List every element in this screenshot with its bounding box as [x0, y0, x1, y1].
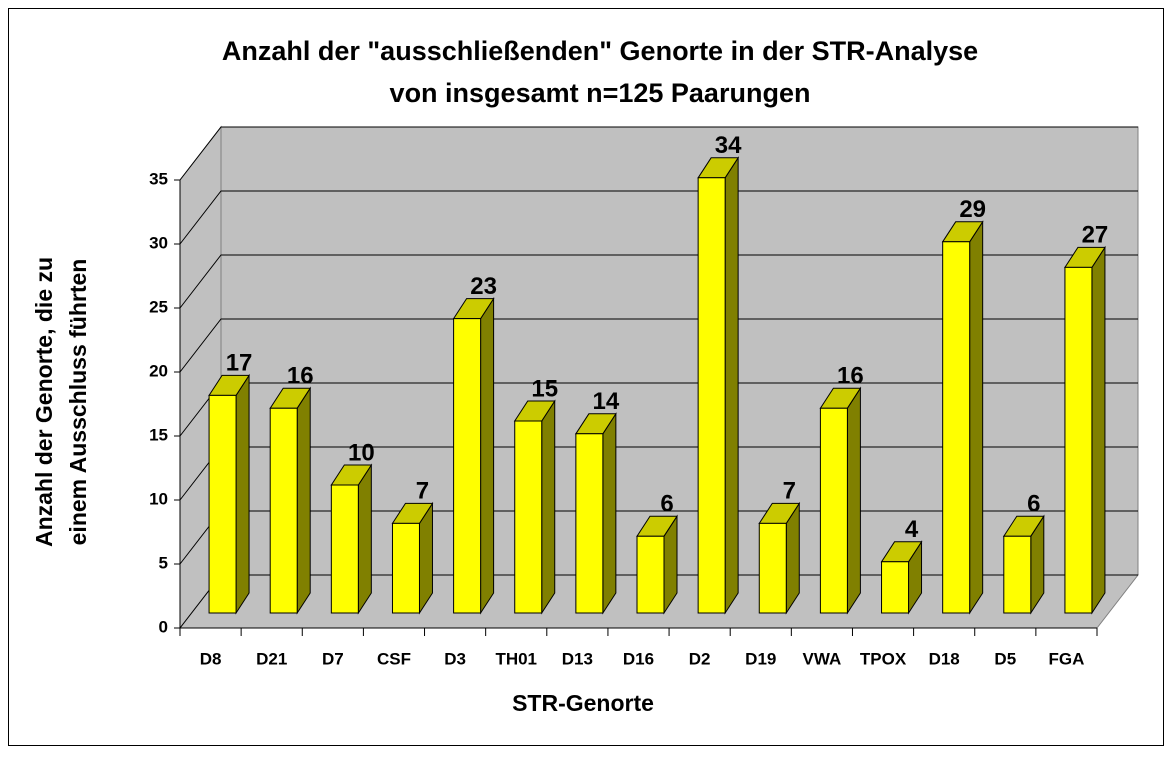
- bar-front: [819, 407, 848, 614]
- y-tick-label: 0: [159, 617, 168, 636]
- bar-side: [480, 296, 495, 615]
- bar-side: [602, 412, 617, 615]
- y-tick-label: 5: [159, 553, 168, 572]
- value-label: 29: [959, 196, 986, 223]
- value-label: 7: [783, 478, 796, 505]
- bar: [941, 220, 984, 615]
- y-tick-label: 35: [149, 169, 168, 188]
- bar-front: [881, 561, 910, 614]
- x-tick-label: D8: [200, 649, 222, 668]
- x-tick-label: VWA: [803, 649, 842, 668]
- grid-line: [179, 254, 1138, 309]
- bar-side: [541, 399, 556, 615]
- x-tick-label: D3: [444, 649, 466, 668]
- bar: [1002, 514, 1045, 615]
- bar: [452, 296, 495, 615]
- bar-side: [1091, 245, 1106, 615]
- value-label: 4: [905, 516, 919, 543]
- value-label: 17: [226, 350, 253, 377]
- x-axis-title: STR-Genorte: [512, 690, 654, 716]
- value-label: 27: [1082, 222, 1109, 249]
- bar-front: [208, 394, 237, 614]
- value-label: 34: [715, 132, 742, 159]
- bar-front: [942, 241, 971, 614]
- bar-front: [575, 433, 604, 614]
- bar-side: [235, 373, 250, 615]
- x-tick-label: D5: [994, 649, 1016, 668]
- bar: [330, 463, 373, 615]
- grid-line: [179, 190, 1138, 245]
- bar-side: [846, 386, 861, 615]
- bar-front: [514, 420, 543, 614]
- bar-front: [391, 522, 420, 614]
- bar-front: [269, 407, 298, 614]
- value-label: 6: [660, 491, 673, 518]
- x-tick-label: D18: [929, 649, 960, 668]
- grid-line: [179, 126, 1138, 181]
- bar: [697, 156, 740, 615]
- y-tick-label: 20: [149, 361, 168, 380]
- bar: [636, 514, 678, 615]
- value-label: 6: [1027, 491, 1040, 518]
- x-tick-label: D19: [745, 649, 776, 668]
- bar: [758, 501, 801, 615]
- bar-front: [330, 484, 359, 614]
- bar-side: [296, 386, 311, 615]
- value-label: 16: [837, 363, 864, 390]
- y-tick-label: 25: [149, 297, 168, 316]
- x-tick-label: D21: [256, 649, 287, 668]
- bar-front: [1064, 266, 1093, 614]
- bar-front: [636, 535, 665, 614]
- grid-line: [179, 318, 1138, 373]
- value-label: 23: [470, 273, 497, 300]
- bar: [1064, 245, 1106, 615]
- bar: [819, 386, 862, 615]
- bar: [391, 501, 434, 615]
- bar-side: [969, 220, 984, 615]
- y-tick-label: 30: [149, 233, 168, 252]
- x-tick-label: TPOX: [860, 649, 907, 668]
- value-label: 14: [593, 388, 620, 415]
- x-tick-label: CSF: [377, 649, 411, 668]
- y-axis-title: einem Ausschluss führten: [65, 259, 91, 546]
- x-tick-label: D2: [689, 649, 711, 668]
- x-tick-label: D7: [322, 649, 344, 668]
- y-axis-title: Anzahl der Genorte, die zu: [31, 257, 57, 547]
- x-tick-label: D13: [562, 649, 593, 668]
- y-tick-label: 15: [149, 425, 168, 444]
- bar: [208, 373, 250, 615]
- bar: [574, 412, 617, 615]
- bar: [513, 399, 556, 615]
- y-tick-label: 10: [149, 489, 168, 508]
- bar: [880, 540, 923, 615]
- bar-front: [453, 318, 482, 614]
- value-label: 10: [348, 439, 375, 466]
- bar-side: [724, 156, 739, 615]
- chart-title: Anzahl der "ausschließenden" Genorte in …: [222, 36, 978, 66]
- value-label: 16: [287, 363, 314, 390]
- chart-title: von insgesamt n=125 Paarungen: [390, 78, 811, 108]
- value-label: 7: [416, 478, 429, 505]
- bar-front: [758, 522, 787, 614]
- bar-front: [697, 177, 726, 614]
- value-label: 15: [531, 375, 558, 402]
- bar-front: [1003, 535, 1032, 614]
- bar-side: [357, 463, 372, 615]
- x-tick-label: D16: [623, 649, 654, 668]
- x-tick-label: FGA: [1048, 649, 1084, 668]
- x-tick-label: TH01: [495, 649, 537, 668]
- bar: [269, 386, 312, 615]
